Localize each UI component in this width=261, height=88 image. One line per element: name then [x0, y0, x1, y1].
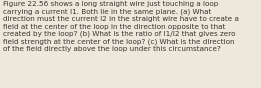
Text: Figure 22.56 shows a long straight wire just touching a loop
carrying a current : Figure 22.56 shows a long straight wire …	[3, 1, 239, 52]
